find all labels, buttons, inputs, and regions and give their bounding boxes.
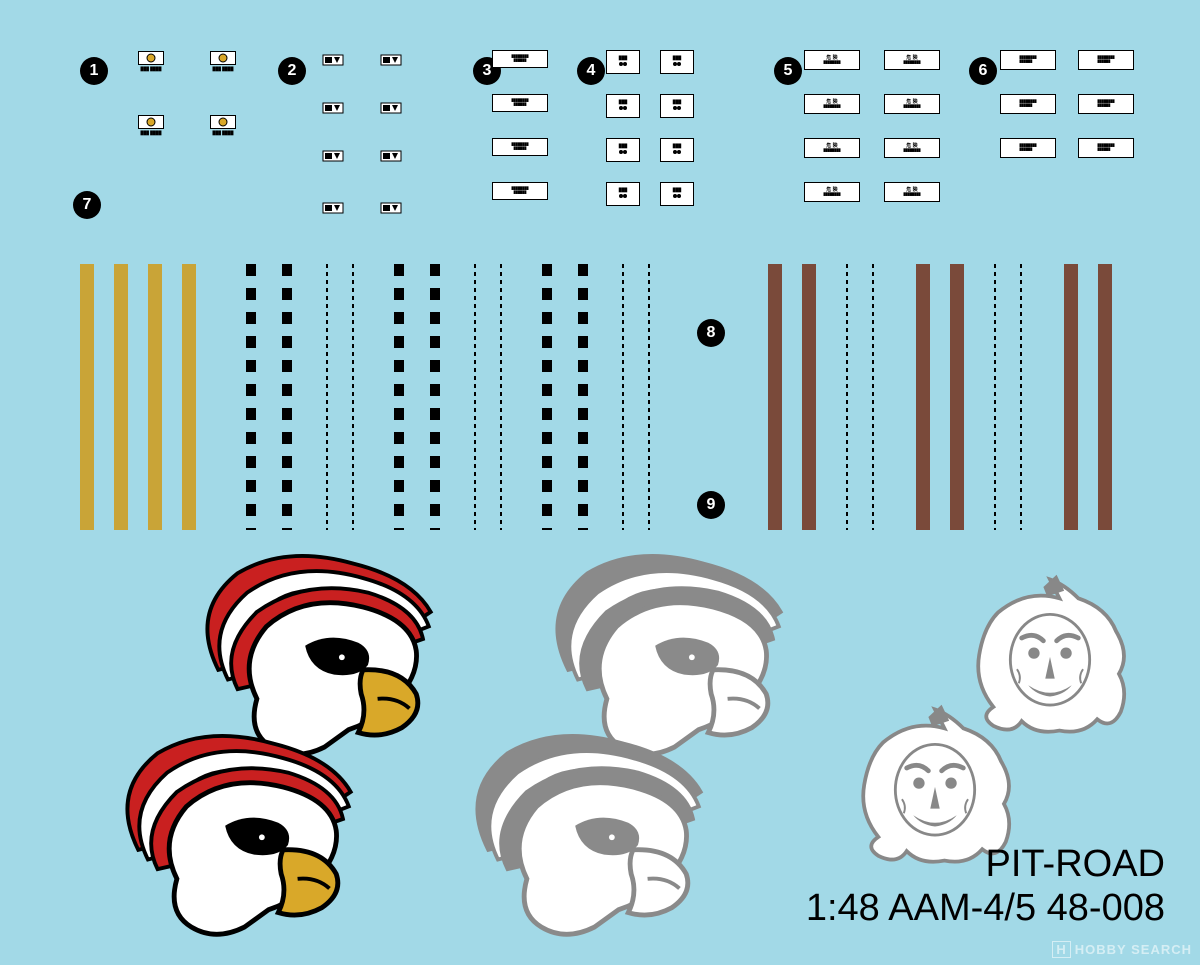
number-badge-1: 1 [80, 57, 108, 85]
eagle-emblem-grey [440, 730, 720, 960]
stripe-dashed-thick [542, 264, 552, 530]
stripe-dashed-thin [1020, 264, 1022, 530]
stripe-brown [916, 264, 930, 530]
watermark: HHOBBY SEARCH [1052, 941, 1192, 958]
stripe-yellow [114, 264, 128, 530]
stripe-brown [802, 264, 816, 530]
decal-label: 危 険████████ [884, 50, 940, 70]
stripe-dashed-thin [622, 264, 624, 530]
stripe-dashed-thin [994, 264, 996, 530]
eagle-emblem-color [90, 730, 370, 960]
decal-label: ██████████████ [492, 50, 548, 68]
stripe-dashed-thick [282, 264, 292, 530]
stripe-brown [950, 264, 964, 530]
decal-label: 危 険████████ [884, 94, 940, 114]
decal-label: ███ [606, 138, 640, 162]
stripe-dashed-thin [326, 264, 328, 530]
decal-label: ███ [606, 94, 640, 118]
decal-label [372, 198, 410, 218]
number-badge-4: 4 [577, 57, 605, 85]
decal-label: ███ ████ [126, 50, 176, 72]
decal-label: ██████████████ [492, 182, 548, 200]
number-badge-9: 9 [697, 491, 725, 519]
title-line1: PIT-ROAD [986, 843, 1165, 886]
decal-label: ███ [606, 182, 640, 206]
decal-label: ██████████████ [1078, 50, 1134, 70]
decal-label: ███ [660, 50, 694, 74]
decal-label: ███ [660, 182, 694, 206]
decal-label [314, 146, 352, 166]
decal-label: ███ ████ [126, 114, 176, 136]
number-badge-7: 7 [73, 191, 101, 219]
stripe-brown [1064, 264, 1078, 530]
decal-label: 危 険████████ [804, 94, 860, 114]
decal-label: ██████████████ [1078, 94, 1134, 114]
number-badge-8: 8 [697, 319, 725, 347]
number-badge-2: 2 [278, 57, 306, 85]
stripe-dashed-thin [500, 264, 502, 530]
decal-label [314, 50, 352, 70]
stripe-dashed-thick [246, 264, 256, 530]
number-badge-6: 6 [969, 57, 997, 85]
number-badge-5: 5 [774, 57, 802, 85]
decal-label [372, 50, 410, 70]
decal-label [372, 98, 410, 118]
stripe-dashed-thick [394, 264, 404, 530]
decal-label [314, 198, 352, 218]
decal-label: ██████████████ [1000, 138, 1056, 158]
decal-label: ███ [660, 94, 694, 118]
decal-label: 危 険████████ [884, 138, 940, 158]
decal-label: ██████████████ [492, 94, 548, 112]
decal-label: 危 険████████ [804, 50, 860, 70]
stripe-dashed-thin [648, 264, 650, 530]
decal-label: 危 険████████ [884, 182, 940, 202]
stripe-dashed-thin [474, 264, 476, 530]
decal-label: ██████████████ [492, 138, 548, 156]
decal-label [314, 98, 352, 118]
stripe-dashed-thick [578, 264, 588, 530]
stripe-brown [1098, 264, 1112, 530]
stripe-yellow [80, 264, 94, 530]
stripe-yellow [148, 264, 162, 530]
decal-label: ██████████████ [1000, 50, 1056, 70]
stripe-brown [768, 264, 782, 530]
decal-label: ██████████████ [1078, 138, 1134, 158]
stripe-dashed-thin [846, 264, 848, 530]
stripe-dashed-thin [352, 264, 354, 530]
stripe-dashed-thick [430, 264, 440, 530]
decal-label: ███ [660, 138, 694, 162]
decal-label [372, 146, 410, 166]
decal-label: 危 険████████ [804, 182, 860, 202]
decal-label: ███ ████ [198, 114, 248, 136]
stripe-dashed-thin [872, 264, 874, 530]
title-line2: 1:48 AAM-4/5 48-008 [806, 887, 1165, 930]
decal-label: ███ [606, 50, 640, 74]
stripe-yellow [182, 264, 196, 530]
decal-label: ███ ████ [198, 50, 248, 72]
decal-label: 危 険████████ [804, 138, 860, 158]
decal-label: ██████████████ [1000, 94, 1056, 114]
